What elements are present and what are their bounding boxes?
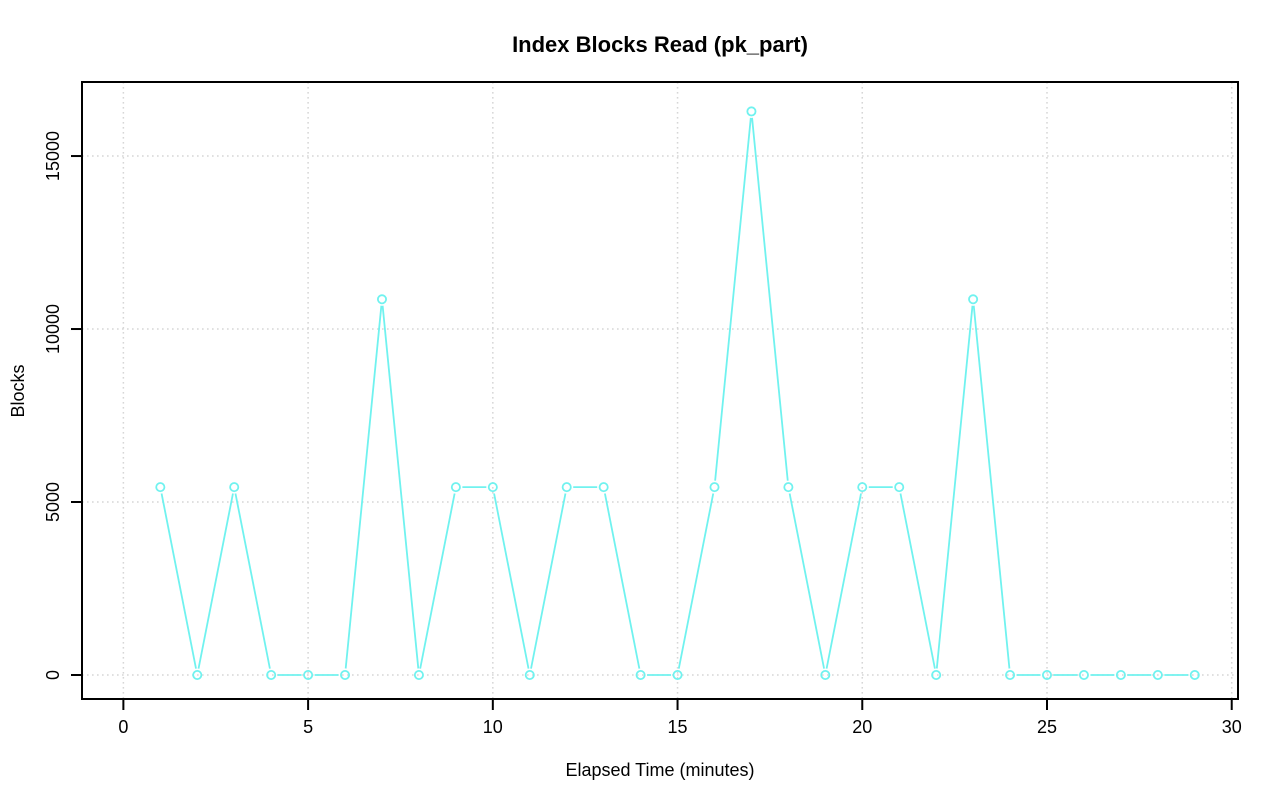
data-point-marker — [820, 669, 831, 680]
x-tick-label: 20 — [852, 717, 872, 737]
data-point-marker — [524, 669, 535, 680]
data-point-marker — [857, 482, 868, 493]
x-tick-label: 15 — [668, 717, 688, 737]
data-point-marker — [783, 482, 794, 493]
series-segment — [381, 305, 420, 669]
data-point-marker — [709, 482, 720, 493]
series-segment — [677, 493, 715, 669]
data-point-marker — [598, 482, 609, 493]
data-point-marker — [968, 294, 979, 305]
x-tick-label: 25 — [1037, 717, 1057, 737]
series-segment — [234, 493, 271, 669]
series-segment — [530, 493, 567, 669]
plot-frame — [81, 81, 1239, 700]
x-tick-label: 0 — [118, 717, 128, 737]
series-segment — [825, 493, 862, 669]
data-point-marker — [931, 669, 942, 680]
x-tick-label: 10 — [483, 717, 503, 737]
x-tick-label: 30 — [1222, 717, 1242, 737]
series-segment — [935, 305, 974, 669]
data-point-marker — [340, 669, 351, 680]
data-point-marker — [1078, 669, 1089, 680]
y-axis-title: Blocks — [8, 364, 28, 417]
data-point-marker — [450, 482, 461, 493]
data-point-marker — [561, 482, 572, 493]
data-point-marker — [746, 106, 757, 117]
data-point-marker — [635, 669, 646, 680]
series-segment — [197, 493, 234, 669]
data-point-marker — [487, 482, 498, 493]
data-point-marker — [1152, 669, 1163, 680]
y-tick-label: 10000 — [43, 304, 63, 354]
series-segment — [972, 305, 1011, 669]
data-point-marker — [1005, 669, 1016, 680]
data-point-marker — [1115, 669, 1126, 680]
data-point-marker — [155, 482, 166, 493]
series-segment — [899, 493, 936, 669]
series-segment — [751, 117, 789, 481]
plot-area: 0 5 10 15 20 25 30 0 5000 10000 15000 — [43, 81, 1242, 737]
x-axis-title: Elapsed Time (minutes) — [565, 760, 754, 780]
data-point-marker — [672, 669, 683, 680]
y-tick-label: 0 — [43, 670, 63, 680]
x-tick-label: 5 — [303, 717, 313, 737]
chart-title: Index Blocks Read (pk_part) — [512, 32, 808, 57]
y-tick-label: 5000 — [43, 482, 63, 522]
series-segment — [344, 305, 383, 669]
y-tick-label: 15000 — [43, 131, 63, 181]
data-point-marker — [1041, 669, 1052, 680]
data-point-marker — [1189, 669, 1200, 680]
data-point-marker — [303, 669, 314, 680]
series-segment — [493, 493, 530, 669]
series-segment — [419, 493, 456, 669]
series-segment — [160, 493, 197, 669]
series-segment — [714, 117, 752, 481]
data-point-marker — [266, 669, 277, 680]
data-point-marker — [413, 669, 424, 680]
data-point-marker — [229, 482, 240, 493]
series-segment — [788, 493, 825, 669]
data-point-marker — [376, 294, 387, 305]
data-point-marker — [192, 669, 203, 680]
data-point-marker — [894, 482, 905, 493]
series-segment — [604, 493, 641, 669]
